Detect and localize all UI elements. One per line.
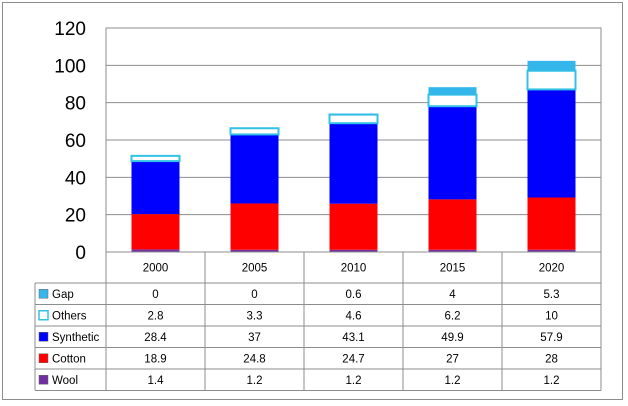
y-tick-label: 80 xyxy=(65,94,86,115)
data-label: 28 xyxy=(545,353,558,365)
legend-key-gap xyxy=(38,289,49,299)
category-label: 2000 xyxy=(143,263,169,275)
y-tick-label: 100 xyxy=(54,56,86,77)
data-label: 0 xyxy=(251,289,257,301)
data-label: 27 xyxy=(446,353,459,365)
data-label: 4.6 xyxy=(346,310,362,322)
bar-wool-2010 xyxy=(329,249,378,252)
bar-others-2000 xyxy=(130,154,181,163)
data-label: 43.1 xyxy=(342,332,364,344)
bar-cotton-2000 xyxy=(131,214,180,250)
data-label: 1.2 xyxy=(247,375,263,387)
data-label: 2.8 xyxy=(148,310,164,322)
bar-gap-2015 xyxy=(428,87,477,95)
data-label: 1.2 xyxy=(346,375,362,387)
bar-others-2005 xyxy=(229,127,280,136)
category-label: 2005 xyxy=(242,263,268,275)
bar-wool-2005 xyxy=(230,249,279,252)
bar-cotton-2015 xyxy=(428,199,477,250)
legend-label-synthetic: Synthetic xyxy=(52,332,100,344)
y-tick-label: 40 xyxy=(65,168,86,189)
legend-label-wool: Wool xyxy=(52,375,78,387)
bar-synthetic-2000 xyxy=(131,161,180,215)
data-label: 6.2 xyxy=(445,310,461,322)
category-label: 2020 xyxy=(539,263,565,275)
legend-key-cotton xyxy=(38,353,49,363)
data-label: 57.9 xyxy=(540,332,562,344)
bar-others-2020 xyxy=(526,69,577,91)
legend-label-cotton: Cotton xyxy=(52,353,86,365)
data-label: 0.6 xyxy=(346,289,362,301)
legend-label-others: Others xyxy=(52,310,87,322)
bar-wool-2000 xyxy=(131,249,180,252)
data-label: 3.3 xyxy=(247,310,263,322)
data-label: 0 xyxy=(152,289,158,301)
bar-cotton-2005 xyxy=(230,203,279,250)
data-label: 10 xyxy=(545,310,558,322)
bar-synthetic-2010 xyxy=(329,123,378,204)
bar-synthetic-2015 xyxy=(428,106,477,200)
category-label: 2015 xyxy=(440,263,466,275)
y-tick-label: 120 xyxy=(54,19,86,40)
bar-cotton-2020 xyxy=(527,197,576,250)
bar-synthetic-2020 xyxy=(527,89,576,198)
bar-wool-2015 xyxy=(428,249,477,252)
data-label: 28.4 xyxy=(144,332,167,344)
bar-wool-2020 xyxy=(527,249,576,252)
y-tick-label: 60 xyxy=(65,131,86,152)
data-label: 5.3 xyxy=(544,289,560,301)
bar-others-2015 xyxy=(427,93,478,108)
bar-cotton-2010 xyxy=(329,203,378,250)
bar-gap-2010 xyxy=(329,113,378,115)
bar-gap-2020 xyxy=(527,60,576,71)
y-tick-label: 0 xyxy=(75,243,86,264)
bar-others-2010 xyxy=(328,113,379,125)
data-label: 24.8 xyxy=(243,353,265,365)
data-label: 1.2 xyxy=(544,375,560,387)
legend-label-gap: Gap xyxy=(52,289,74,301)
bar-synthetic-2005 xyxy=(230,134,279,204)
data-label: 1.4 xyxy=(148,375,165,387)
data-label: 4 xyxy=(449,289,456,301)
category-label: 2010 xyxy=(341,263,367,275)
data-label: 24.7 xyxy=(342,353,364,365)
legend-key-others xyxy=(38,310,49,321)
legend-key-wool xyxy=(38,375,49,385)
data-label: 18.9 xyxy=(144,353,166,365)
data-label: 37 xyxy=(248,332,261,344)
legend-key-synthetic xyxy=(38,332,49,342)
data-label: 49.9 xyxy=(441,332,463,344)
y-tick-label: 20 xyxy=(65,206,86,227)
data-label: 1.2 xyxy=(445,375,461,387)
